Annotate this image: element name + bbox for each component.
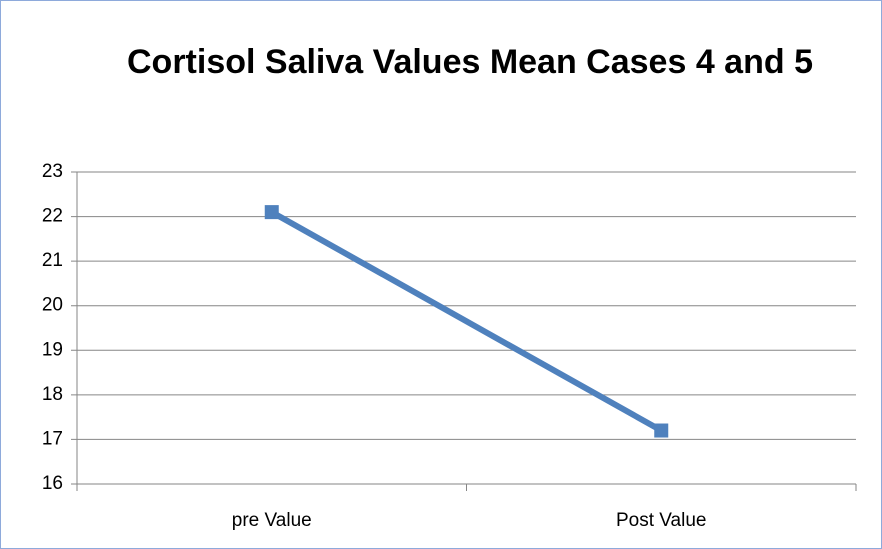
- y-tick-label: 19: [42, 339, 63, 360]
- x-tick-label: pre Value: [232, 510, 312, 531]
- y-tick-label: 16: [42, 473, 63, 494]
- line: [270, 209, 663, 434]
- y-tick-label: 21: [42, 250, 63, 271]
- marker: [654, 423, 669, 438]
- x-tick-label: Post Value: [616, 510, 706, 531]
- y-tick-label: 18: [42, 384, 63, 405]
- chart-title: Cortisol Saliva Values Mean Cases 4 and …: [127, 43, 813, 81]
- marker: [264, 205, 279, 220]
- y-tick-label: 22: [42, 206, 63, 227]
- y-tick-label: 23: [42, 161, 63, 182]
- y-tick-label: 20: [42, 295, 63, 316]
- y-tick-label: 17: [42, 428, 63, 449]
